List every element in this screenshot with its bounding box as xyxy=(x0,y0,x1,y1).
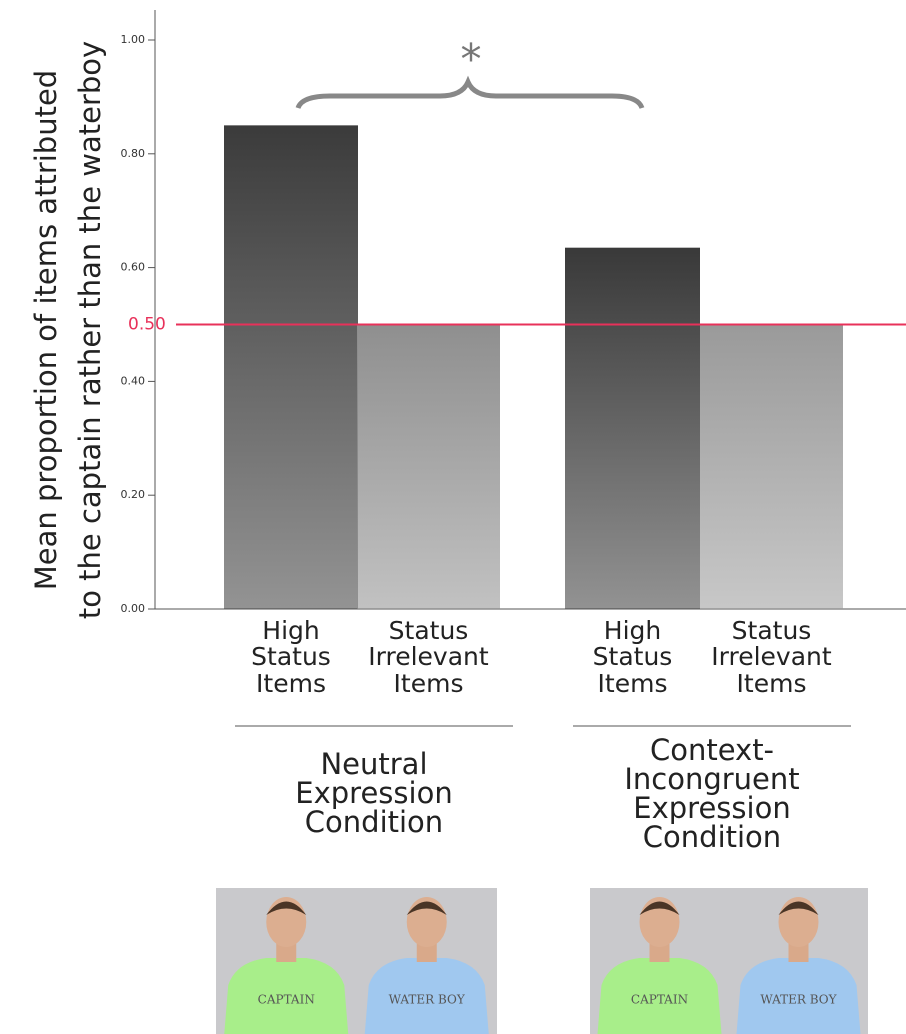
bar xyxy=(700,325,843,610)
x-tick-label: Status Irrelevant Items xyxy=(702,618,842,697)
x-tick-label: Status Irrelevant Items xyxy=(359,618,499,697)
group-label: Neutral Expression Condition xyxy=(264,750,484,837)
shirt-label: WATER BOY xyxy=(389,993,466,1007)
y-tick-label: 0.60 xyxy=(121,261,146,274)
x-tick-label: High Status Items xyxy=(221,618,361,697)
y-tick-label: 0.00 xyxy=(121,602,146,615)
y-tick-label: 0.80 xyxy=(121,147,146,160)
y-tick-label: 0.20 xyxy=(121,488,146,501)
bar xyxy=(224,125,358,609)
shirt-label: WATER BOY xyxy=(760,993,837,1007)
y-tick-label: 1.00 xyxy=(121,33,146,46)
bar xyxy=(565,248,700,609)
y-axis-label: to the captain rather than the waterboy xyxy=(73,41,107,619)
group-label: Context-Incongruent Expression Condition xyxy=(602,736,822,852)
x-tick-label: High Status Items xyxy=(563,618,703,697)
shirt-label: CAPTAIN xyxy=(258,993,315,1007)
reference-label: 0.50 xyxy=(128,315,166,335)
y-tick-label: 0.40 xyxy=(121,374,146,387)
chart: Mean proportion of items attributed to th… xyxy=(0,0,906,1034)
significance: * xyxy=(461,35,482,84)
shirt-label: CAPTAIN xyxy=(631,993,688,1007)
y-axis-label: Mean proportion of items attributed xyxy=(29,70,63,590)
bar xyxy=(357,325,500,610)
page: Mean proportion of items attributed to th… xyxy=(0,0,906,1034)
bracket xyxy=(298,82,642,108)
